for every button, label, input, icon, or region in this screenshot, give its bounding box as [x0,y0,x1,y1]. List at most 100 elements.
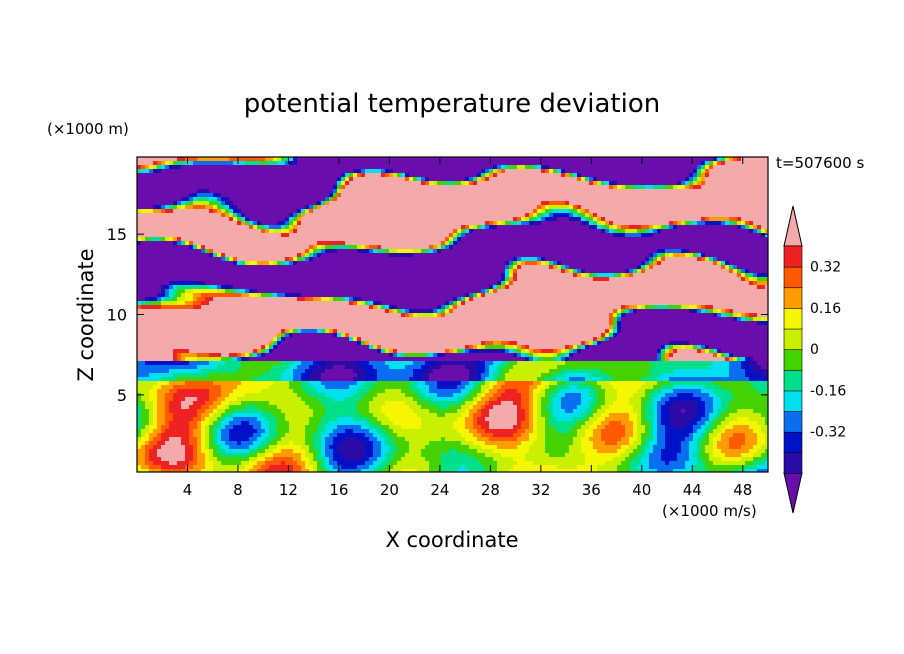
field-cell [245,237,250,242]
field-cell [653,169,658,174]
field-cell [661,241,666,246]
field-cell [601,213,606,218]
field-cell [477,173,482,178]
field-cell [673,165,678,170]
field-cell [657,277,662,282]
field-cell [229,217,234,222]
field-cell [685,201,690,206]
field-cell [705,269,710,274]
field-cell [693,189,698,194]
field-cell [397,233,402,238]
field-cell [737,189,742,194]
field-cell [357,253,362,258]
field-cell [489,157,494,162]
field-cell [637,173,642,178]
field-cell [453,173,458,178]
field-cell [349,265,354,270]
field-cell [185,185,190,190]
field-cell [549,173,554,178]
field-cell [589,165,594,170]
field-cell [189,177,194,182]
field-cell [141,257,146,262]
field-cell [437,245,442,250]
field-cell [649,265,654,270]
field-cell [421,225,426,230]
field-cell [181,261,186,266]
field-cell [381,237,386,242]
field-cell [553,205,558,210]
field-cell [169,237,174,242]
field-cell [165,249,170,254]
field-cell [257,201,262,206]
field-cell [501,257,506,262]
field-cell [193,229,198,234]
field-cell [257,229,262,234]
field-cell [489,221,494,226]
field-cell [409,209,414,214]
field-cell [217,157,222,162]
field-cell [269,249,274,254]
field-cell [765,265,768,270]
field-cell [677,185,682,190]
field-cell [581,213,586,218]
field-cell [201,253,206,258]
field-cell [449,165,454,170]
field-cell [181,157,186,162]
field-cell [517,257,522,262]
field-cell [653,185,658,190]
field-cell [685,229,690,234]
field-cell [613,245,618,250]
field-cell [537,261,542,266]
field-cell [249,241,254,246]
field-cell [681,157,686,162]
field-cell [217,209,222,214]
field-cell [549,245,554,250]
field-cell [525,225,530,230]
field-cell [605,205,610,210]
field-cell [321,209,326,214]
field-cell [177,225,182,230]
field-cell [457,253,462,258]
field-cell [689,213,694,218]
field-cell [137,173,142,178]
field-cell [173,217,178,222]
field-cell [353,205,358,210]
field-cell [285,221,290,226]
field-cell [409,265,414,270]
field-cell [145,273,150,278]
field-cell [557,185,562,190]
field-cell [317,157,322,162]
field-cell [509,253,514,258]
field-cell [649,209,654,214]
field-cell [373,261,378,266]
field-cell [705,257,710,262]
field-cell [209,165,214,170]
field-cell [433,213,438,218]
field-cell [309,225,314,230]
field-cell [473,269,478,274]
field-cell [481,265,486,270]
field-cell [213,257,218,262]
field-cell [189,229,194,234]
field-cell [405,185,410,190]
field-cell [161,205,166,210]
field-cell [369,157,374,162]
field-cell [201,269,206,274]
field-cell [485,249,490,254]
field-cell [529,257,534,262]
field-cell [161,233,166,238]
field-cell [417,169,422,174]
field-cell [281,181,286,186]
field-cell [181,221,186,226]
field-cell [569,221,574,226]
field-cell [493,245,498,250]
field-cell [405,225,410,230]
field-cell [417,257,422,262]
field-cell [561,185,566,190]
field-cell [697,157,702,162]
field-cell [397,217,402,222]
field-cell [621,221,626,226]
field-cell [201,241,206,246]
field-cell [701,185,706,190]
